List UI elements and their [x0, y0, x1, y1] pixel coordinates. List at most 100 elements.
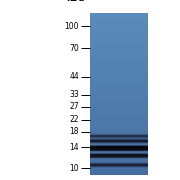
Bar: [90, 100, 148, 101]
Bar: [90, 72, 148, 73]
Bar: [90, 112, 148, 113]
Bar: [90, 52, 148, 53]
Bar: [90, 140, 148, 142]
Bar: [90, 44, 148, 45]
Bar: [90, 117, 148, 118]
Bar: [90, 122, 148, 123]
Bar: [90, 84, 148, 85]
Bar: [90, 80, 148, 81]
Bar: [90, 69, 148, 70]
Bar: [90, 137, 148, 138]
Bar: [90, 109, 148, 110]
Bar: [90, 34, 148, 35]
Bar: [90, 36, 148, 37]
Text: 27: 27: [70, 102, 79, 111]
Bar: [90, 25, 148, 26]
Bar: [90, 138, 148, 144]
Bar: [90, 140, 148, 141]
Bar: [90, 18, 148, 19]
Text: 10: 10: [70, 164, 79, 173]
Bar: [90, 62, 148, 63]
Bar: [90, 142, 148, 143]
Bar: [90, 15, 148, 16]
Bar: [90, 61, 148, 62]
Bar: [90, 121, 148, 122]
Bar: [90, 43, 148, 44]
Bar: [90, 163, 148, 167]
Bar: [90, 129, 148, 130]
Bar: [90, 73, 148, 74]
Bar: [90, 20, 148, 21]
Bar: [90, 139, 148, 143]
Text: 14: 14: [70, 143, 79, 152]
Bar: [90, 159, 148, 160]
Bar: [90, 30, 148, 31]
Bar: [90, 105, 148, 106]
Text: 33: 33: [69, 90, 79, 99]
Bar: [90, 74, 148, 75]
Bar: [90, 146, 148, 151]
Bar: [90, 164, 148, 166]
Bar: [90, 63, 148, 64]
Bar: [90, 149, 148, 150]
Bar: [90, 79, 148, 80]
Bar: [90, 98, 148, 99]
Bar: [90, 147, 148, 148]
Bar: [90, 42, 148, 43]
Bar: [90, 97, 148, 98]
Bar: [90, 66, 148, 67]
Text: 22: 22: [70, 115, 79, 124]
Bar: [90, 125, 148, 126]
Bar: [90, 163, 148, 167]
Bar: [90, 89, 148, 90]
Bar: [90, 135, 148, 137]
Bar: [90, 110, 148, 111]
Bar: [90, 70, 148, 71]
Bar: [90, 55, 148, 56]
Bar: [90, 48, 148, 49]
Bar: [90, 131, 148, 132]
Bar: [90, 51, 148, 52]
Bar: [90, 38, 148, 39]
Bar: [90, 33, 148, 34]
Bar: [90, 75, 148, 76]
Bar: [90, 41, 148, 42]
Bar: [90, 150, 148, 151]
Bar: [90, 111, 148, 112]
Bar: [90, 14, 148, 15]
Bar: [90, 166, 148, 167]
Bar: [90, 152, 148, 153]
Bar: [90, 165, 148, 166]
Bar: [90, 104, 148, 105]
Bar: [90, 88, 148, 89]
Bar: [90, 91, 148, 92]
Bar: [90, 77, 148, 78]
Bar: [90, 158, 148, 159]
Bar: [90, 154, 148, 157]
Bar: [90, 134, 148, 138]
Bar: [90, 22, 148, 23]
Bar: [90, 126, 148, 127]
Bar: [90, 154, 148, 155]
Bar: [90, 130, 148, 131]
Bar: [90, 83, 148, 84]
Bar: [90, 76, 148, 77]
Bar: [90, 145, 148, 151]
Bar: [90, 24, 148, 25]
Bar: [90, 95, 148, 96]
Bar: [90, 56, 148, 57]
Bar: [90, 154, 148, 158]
Bar: [90, 145, 148, 152]
Bar: [90, 50, 148, 51]
Bar: [90, 37, 148, 38]
Bar: [90, 35, 148, 36]
Bar: [90, 139, 148, 140]
Bar: [90, 45, 148, 46]
Bar: [90, 31, 148, 32]
Bar: [90, 146, 148, 150]
Text: 18: 18: [70, 127, 79, 136]
Bar: [90, 67, 148, 68]
Bar: [90, 93, 148, 94]
Text: 100: 100: [65, 22, 79, 31]
Bar: [90, 151, 148, 152]
